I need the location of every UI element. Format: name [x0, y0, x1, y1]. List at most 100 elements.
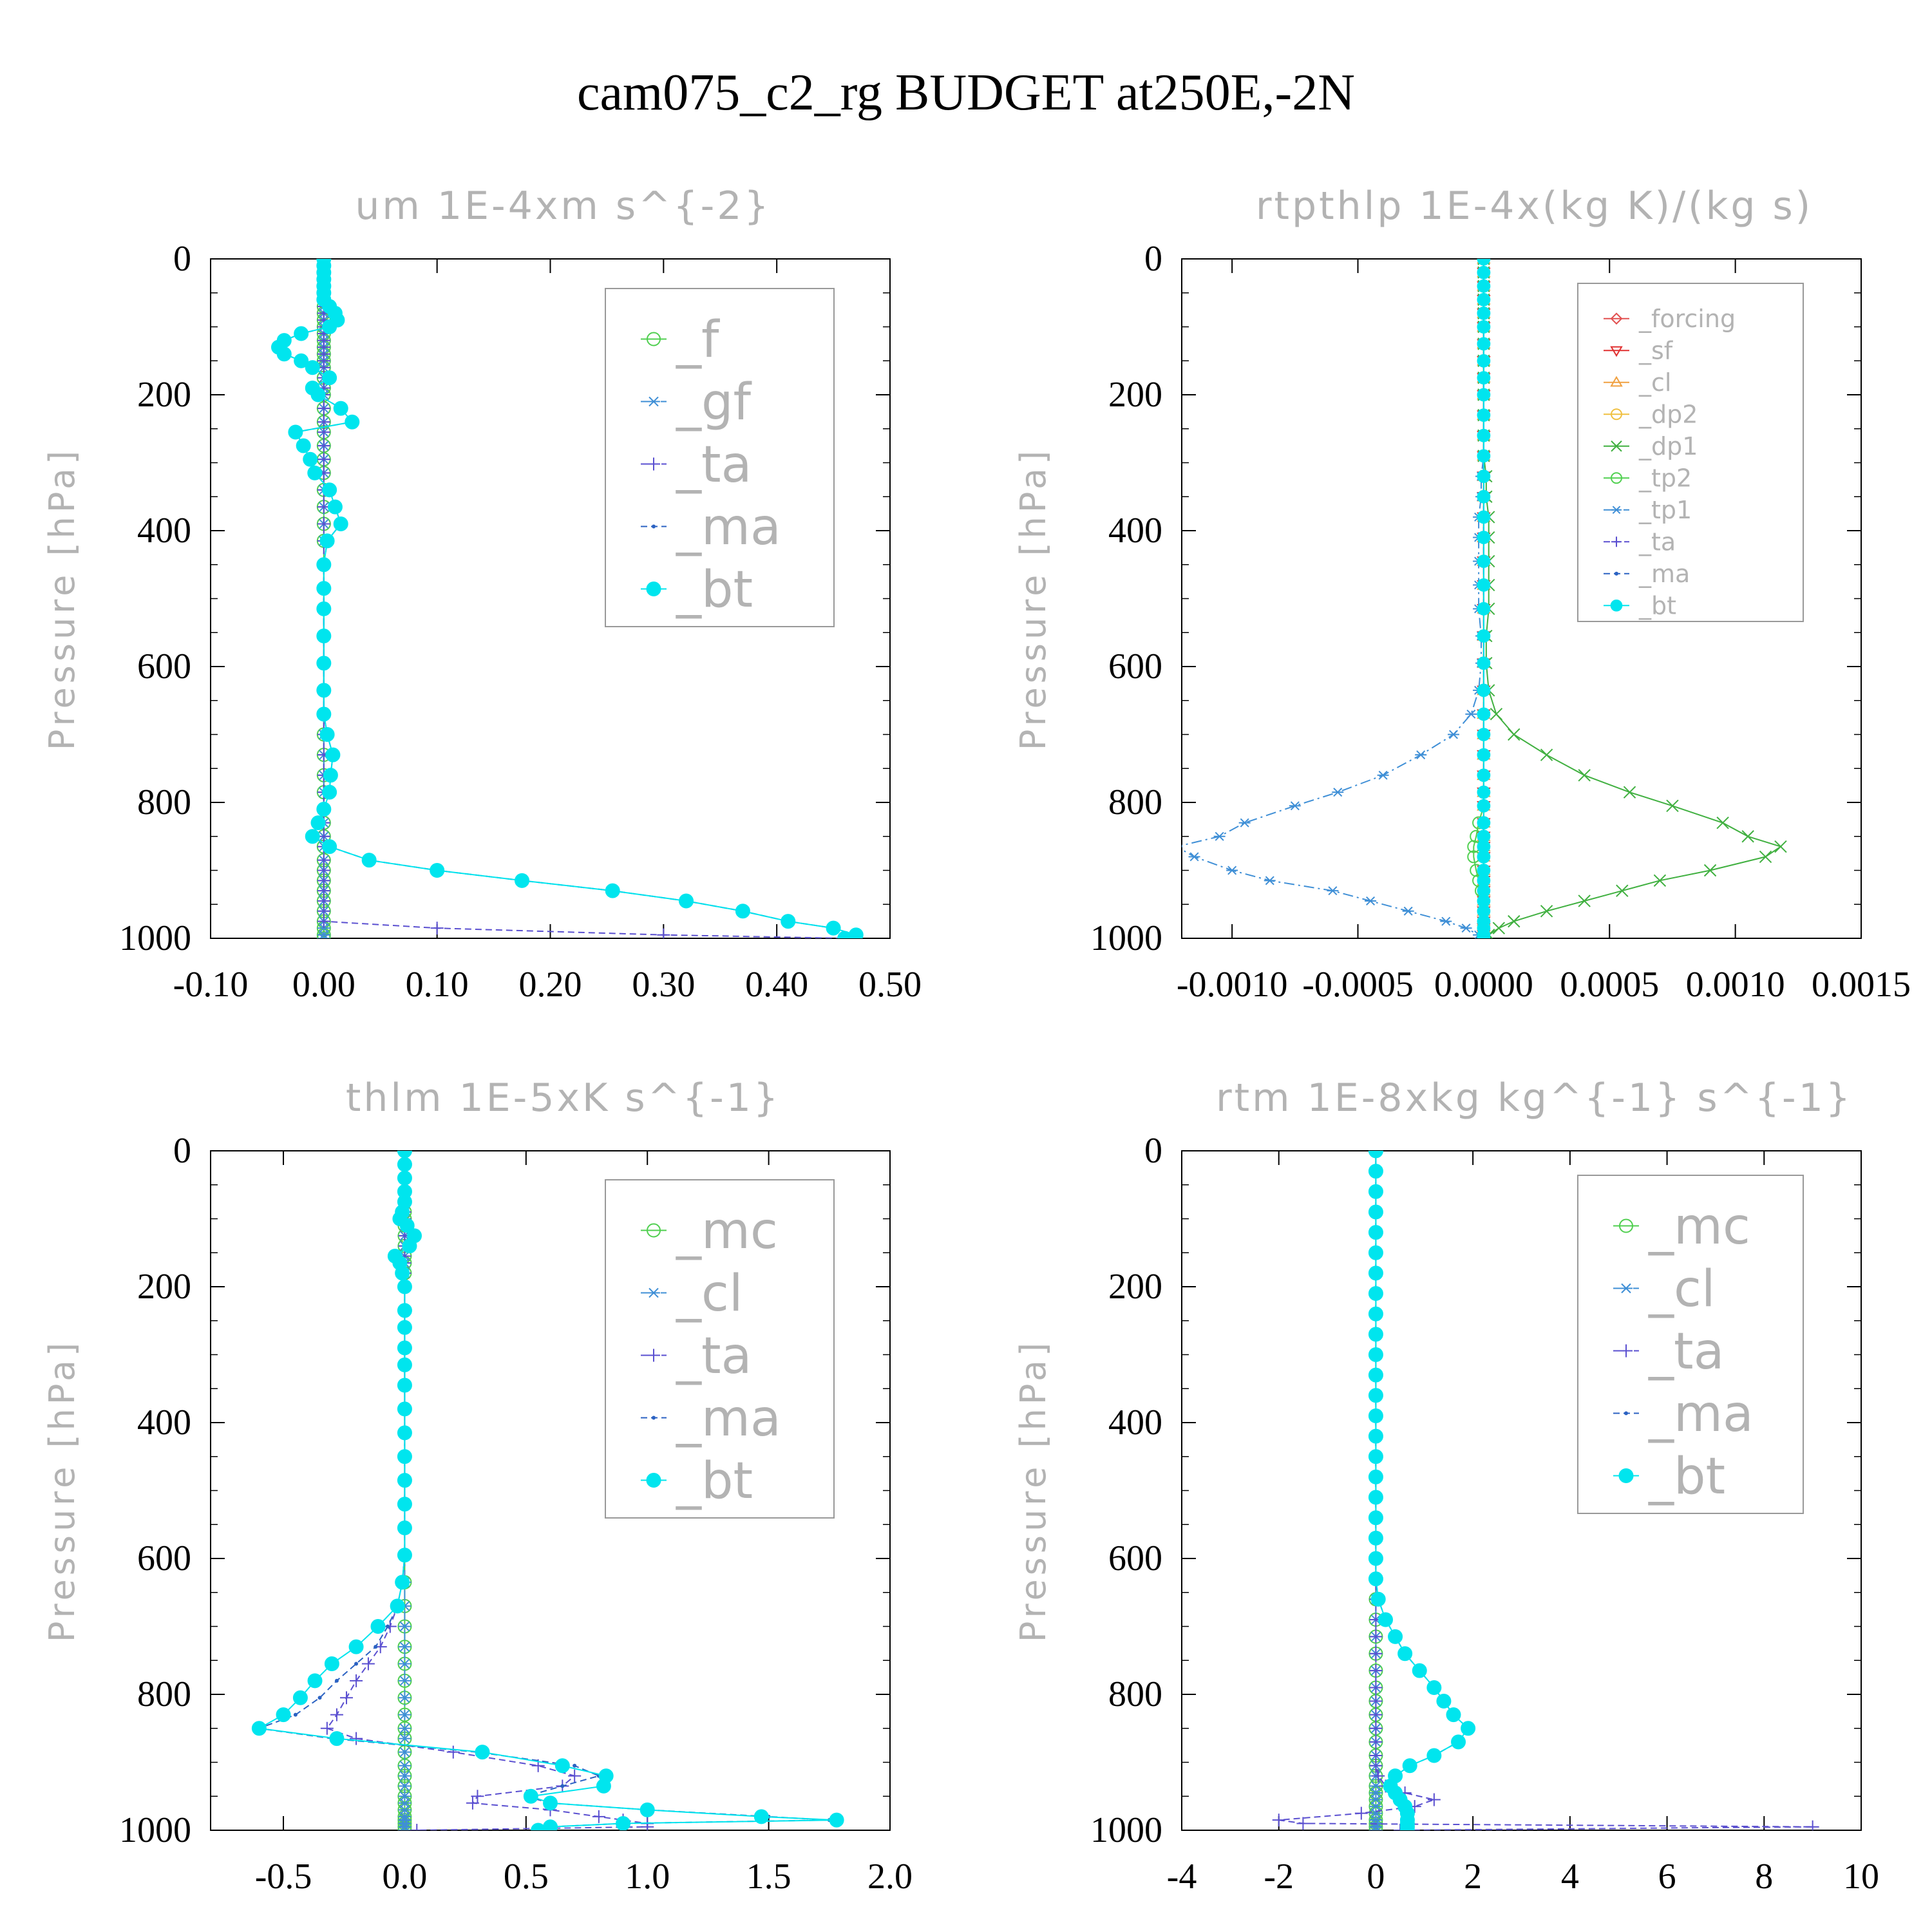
legend-entry: _sf [1604, 337, 1674, 365]
y-tick-label: 600 [1108, 1539, 1162, 1578]
data-point [657, 928, 670, 938]
data-point [1436, 1694, 1452, 1709]
x-tick-label: -0.0010 [1177, 965, 1288, 1005]
series-markers_bt [1477, 259, 1491, 938]
data-point [397, 1378, 412, 1393]
data-point [1368, 1151, 1383, 1159]
data-point [305, 360, 320, 375]
data-point [333, 516, 348, 531]
data-point [327, 499, 343, 515]
data-point [1368, 1490, 1383, 1505]
panel-title: um 1E-4xm s^{-2} [355, 184, 771, 229]
data-point [294, 326, 309, 341]
data-point [573, 1763, 577, 1768]
data-point [1368, 1428, 1383, 1444]
legend-entry: _cl [1613, 1260, 1716, 1318]
y-tick-label: 400 [137, 1403, 191, 1443]
x-tick-label: -2 [1264, 1857, 1294, 1897]
x-tick-label: 2 [1464, 1857, 1482, 1897]
data-point [310, 387, 326, 402]
data-point [294, 353, 309, 368]
data-point [475, 1745, 490, 1760]
data-point [1774, 840, 1787, 853]
data-point [293, 1712, 298, 1717]
figure-title: cam075_c2_rg BUDGET at250E,-2N [577, 64, 1355, 121]
data-point [1369, 1681, 1383, 1694]
data-point [1477, 578, 1491, 592]
panel-3: thlm 1E-5xK s^{-1} Pressure [hPa] 0 200 400 6… [42, 1075, 913, 1897]
data-point [826, 920, 841, 936]
series-markers_tp1 [1182, 259, 1490, 938]
data-point [398, 1781, 412, 1792]
data-point [1465, 709, 1477, 719]
data-point [397, 1401, 412, 1417]
data-point [1477, 489, 1491, 504]
data-point [322, 482, 337, 498]
data-point [1477, 307, 1491, 320]
legend-label: _ta [676, 1327, 752, 1385]
data-point [334, 1678, 339, 1683]
data-point [1372, 1769, 1385, 1783]
x-tick-label: 0.50 [858, 965, 922, 1005]
data-point [1369, 1825, 1383, 1830]
y-tick-label: 200 [137, 1267, 191, 1307]
data-point [1188, 852, 1200, 862]
x-tick-label: 10 [1843, 1857, 1879, 1897]
data-point [397, 1157, 412, 1172]
legend-entry: _dp1 [1604, 432, 1698, 460]
data-point [398, 1770, 412, 1781]
x-tick-label: 0 [1367, 1857, 1385, 1897]
data-point [322, 839, 337, 855]
data-point [322, 319, 337, 334]
legend-entry: _dp2 [1604, 401, 1698, 429]
series-line_ma [1375, 1151, 1469, 1830]
data-point [605, 883, 620, 898]
data-point [398, 1825, 412, 1830]
data-point [1368, 1449, 1383, 1464]
series-line_ta [326, 1151, 649, 1830]
data-point [1368, 1286, 1383, 1302]
data-point [1477, 816, 1491, 830]
panel-title: thlm 1E-5xK s^{-1} [346, 1075, 781, 1121]
y-tick-label: 600 [1108, 647, 1162, 687]
y-tick-label: 200 [1108, 375, 1162, 415]
data-point [374, 1645, 378, 1649]
legend: _forcing _sf _cl _dp2 _dp1 _tp2 _tp1 _ta _ma _bt [1577, 283, 1804, 622]
data-point [410, 1824, 424, 1830]
data-point [317, 402, 330, 415]
legend: _mc_cl_ta_ma_bt [1577, 1175, 1804, 1514]
data-point [1368, 1327, 1383, 1342]
data-point [350, 1732, 363, 1745]
data-point [316, 683, 332, 698]
x-tick-label: 2.0 [867, 1857, 913, 1897]
data-point [361, 853, 377, 868]
legend-label: _tp2 [1638, 464, 1692, 493]
data-point [397, 1548, 412, 1563]
data-point [735, 904, 750, 919]
data-point [1653, 874, 1667, 887]
data-point [1368, 1469, 1383, 1484]
data-point [319, 533, 335, 549]
legend-label: _ma [676, 1390, 781, 1448]
data-point [320, 1721, 334, 1735]
data-point [317, 453, 330, 466]
data-point [1578, 769, 1591, 782]
data-point [1369, 1759, 1383, 1772]
data-point [1477, 768, 1491, 782]
x-tick-label: 0.0005 [1560, 965, 1659, 1005]
data-point [330, 1708, 343, 1721]
y-tick-label: 600 [137, 1539, 191, 1578]
data-point [317, 914, 330, 928]
panel-1: um 1E-4xm s^{-2} Pressure [hPa] 0 200 400 600… [42, 184, 922, 1005]
data-point [1378, 1612, 1393, 1627]
data-point [543, 1819, 558, 1830]
data-point [316, 656, 332, 671]
y-tick-label: 1000 [119, 918, 191, 958]
legend-entry: _ta [1613, 1323, 1724, 1381]
legend-entry: _ma [641, 498, 781, 556]
legend-label: _ma [1638, 560, 1690, 588]
data-point [1415, 750, 1427, 760]
data-point [307, 465, 323, 480]
data-point [1377, 770, 1389, 780]
